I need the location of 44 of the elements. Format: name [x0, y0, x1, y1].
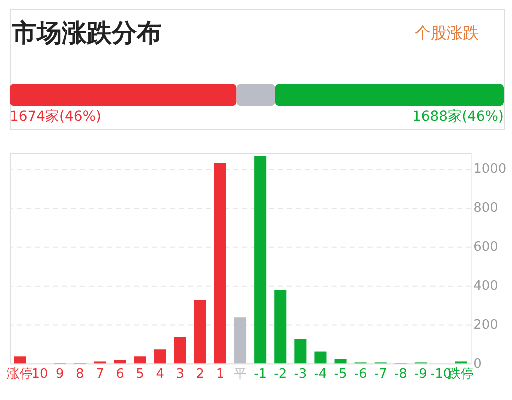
- y-tick-label: 600: [474, 240, 498, 256]
- x-tick-label: -5: [334, 367, 348, 382]
- data-label: 1674家(46%): [10, 109, 102, 126]
- y-tick-label: 0: [474, 357, 482, 372]
- bar: [254, 156, 267, 364]
- bar: [114, 360, 126, 364]
- bar: [274, 290, 287, 364]
- x-tick-label: -4: [314, 367, 328, 382]
- bar: [14, 356, 26, 364]
- x-tick-label: 1: [216, 367, 225, 382]
- y-tick-label: 800: [474, 201, 498, 216]
- x-tick-label: -2: [274, 367, 288, 382]
- bar: [134, 356, 146, 364]
- x-tick-label: -8: [394, 367, 408, 382]
- x-tick-label: 平: [234, 367, 248, 382]
- x-tick-label: 8: [76, 367, 84, 382]
- x-tick-label: 10: [32, 367, 48, 382]
- y-tick-label: 200: [474, 318, 498, 334]
- bar: [314, 352, 327, 364]
- x-tick-label: 5: [136, 367, 144, 382]
- x-tick-label: 9: [56, 367, 64, 382]
- data-label: 1688家(46%): [412, 109, 504, 126]
- bar: [194, 300, 206, 364]
- x-tick-label: 涨停: [7, 367, 34, 382]
- x-tick-label: 6: [116, 367, 124, 382]
- bar: [334, 359, 347, 364]
- bar: [294, 339, 307, 364]
- x-tick-label: -1: [254, 367, 268, 382]
- x-tick-label: -3: [294, 367, 308, 382]
- text: 个股涨跌: [415, 23, 480, 42]
- x-tick-label: 2: [196, 367, 205, 382]
- x-tick-label: 7: [96, 367, 104, 382]
- x-tick-label: -6: [354, 367, 368, 382]
- y-tick-label: 1000: [474, 162, 507, 178]
- x-tick-label: 4: [156, 367, 164, 382]
- bar: [234, 318, 247, 364]
- x-tick-label: -7: [374, 367, 388, 382]
- x-tick-label: -9: [414, 367, 428, 382]
- y-tick-label: 400: [474, 279, 498, 294]
- x-tick-label: 3: [176, 367, 185, 382]
- bar: [154, 350, 166, 364]
- bar: [174, 336, 186, 364]
- bar: [214, 163, 226, 364]
- chart-title: 市场涨跌分布: [10, 18, 162, 48]
